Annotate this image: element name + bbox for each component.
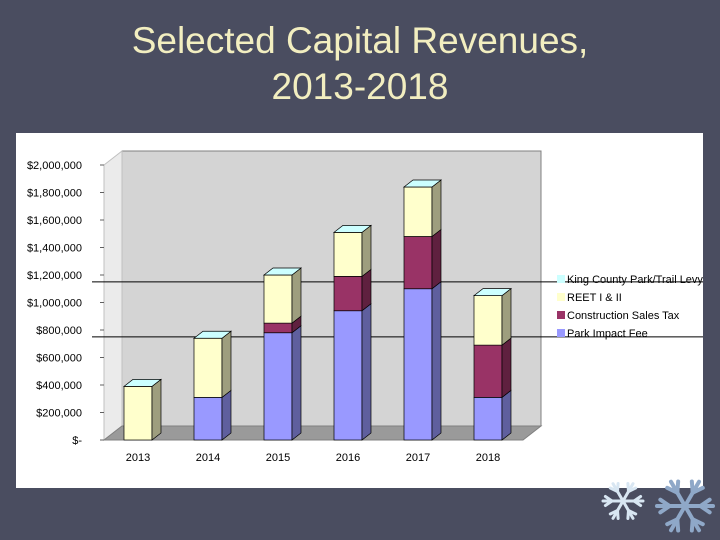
bar-front: [473, 397, 503, 441]
bar-side: [501, 337, 512, 399]
bar-front: [403, 236, 433, 290]
bar-segment: [473, 287, 512, 346]
y-tick-label: $1,600,000: [27, 215, 82, 227]
bar-side: [221, 389, 232, 441]
bar-side: [361, 224, 372, 278]
snowflake-icon: [601, 481, 645, 521]
bar-front: [473, 344, 503, 398]
bar-front: [403, 288, 433, 441]
bar-front: [473, 295, 503, 346]
bar-segment: [333, 268, 372, 312]
bar-front: [263, 322, 293, 334]
legend-swatch: [557, 311, 565, 319]
bar-segment: [193, 389, 232, 441]
bar-top: [332, 225, 373, 233]
slide-title: Selected Capital Revenues, 2013-2018: [0, 18, 720, 110]
title-line-2: 2013-2018: [271, 66, 449, 107]
bar-top: [262, 267, 303, 276]
bar-segment: [263, 325, 302, 441]
legend-swatch: [557, 293, 565, 301]
legend-label: Construction Sales Tax: [567, 310, 680, 322]
y-tick-label: $200,000: [36, 408, 82, 420]
bar-front: [333, 232, 363, 277]
legend-label: REET I & II: [567, 292, 622, 304]
bar-side: [221, 330, 232, 399]
y-tick-label: $1,800,000: [27, 188, 82, 200]
bar-front: [333, 310, 363, 441]
legend-label: King County Park/Trail Levy: [567, 274, 703, 286]
y-tick-label: $1,200,000: [27, 270, 82, 282]
y-tick-label: $800,000: [36, 325, 82, 337]
legend-item: King County Park/Trail Levy: [557, 274, 703, 286]
bar-front: [333, 276, 363, 312]
bar-side: [501, 287, 512, 346]
legend-label: Park Impact Fee: [567, 328, 648, 340]
bar-side: [431, 228, 442, 290]
y-tick-label: $1,000,000: [27, 298, 82, 310]
bar-segment: [403, 179, 442, 238]
legend-item: Construction Sales Tax: [557, 310, 680, 322]
bar-top: [122, 379, 163, 387]
x-tick-label: 2014: [196, 452, 220, 464]
x-tick-label: 2017: [406, 452, 430, 464]
y-tick-label: $-: [72, 435, 82, 447]
x-tick-label: 2016: [336, 452, 360, 464]
y-tick-label: $2,000,000: [27, 160, 82, 172]
bar-front: [403, 186, 433, 237]
bar-segment: [193, 330, 232, 399]
bar-segment: [473, 389, 512, 441]
bar-front: [123, 386, 153, 441]
y-tick-label: $400,000: [36, 380, 82, 392]
bar-top: [192, 330, 233, 339]
title-line-1: Selected Capital Revenues,: [131, 20, 589, 61]
x-tick-label: 2015: [266, 452, 290, 464]
bar-top: [402, 179, 443, 188]
stacked-bar-chart: $- $200,000 $400,000 $600,000 $800,000 $1,000…: [27, 149, 703, 464]
bar-segment: [333, 303, 372, 441]
legend-item: REET I & II: [557, 292, 622, 304]
bar-front: [193, 397, 223, 441]
bar-side: [291, 325, 302, 441]
bar-segment: [473, 337, 512, 399]
legend-swatch: [557, 329, 565, 337]
bar-segment: [123, 378, 162, 441]
bar-side: [431, 281, 442, 441]
bar-front: [263, 274, 293, 324]
bar-top: [472, 288, 513, 296]
bar-segment: [403, 228, 442, 290]
bar-segment: [403, 281, 442, 441]
bar-front: [263, 332, 293, 441]
chart-panel: $- $200,000 $400,000 $600,000 $800,000 $1,000…: [16, 133, 703, 488]
bar-segment: [333, 224, 372, 278]
legend-item: Park Impact Fee: [557, 328, 648, 340]
bar-side: [501, 389, 512, 441]
bar-side: [431, 179, 442, 238]
bar-side: [361, 303, 372, 441]
bar-front: [193, 337, 223, 398]
x-tick-label: 2013: [126, 452, 150, 464]
y-tick-label: $1,400,000: [27, 243, 82, 255]
x-tick-label: 2018: [476, 452, 500, 464]
bar-side: [151, 378, 162, 441]
legend-swatch: [557, 275, 565, 283]
bar-side: [291, 267, 302, 324]
chart-side-wall: [103, 149, 123, 442]
bar-segment: [263, 267, 302, 324]
snowflake-icon: [655, 479, 715, 533]
y-tick-label: $600,000: [36, 353, 82, 365]
